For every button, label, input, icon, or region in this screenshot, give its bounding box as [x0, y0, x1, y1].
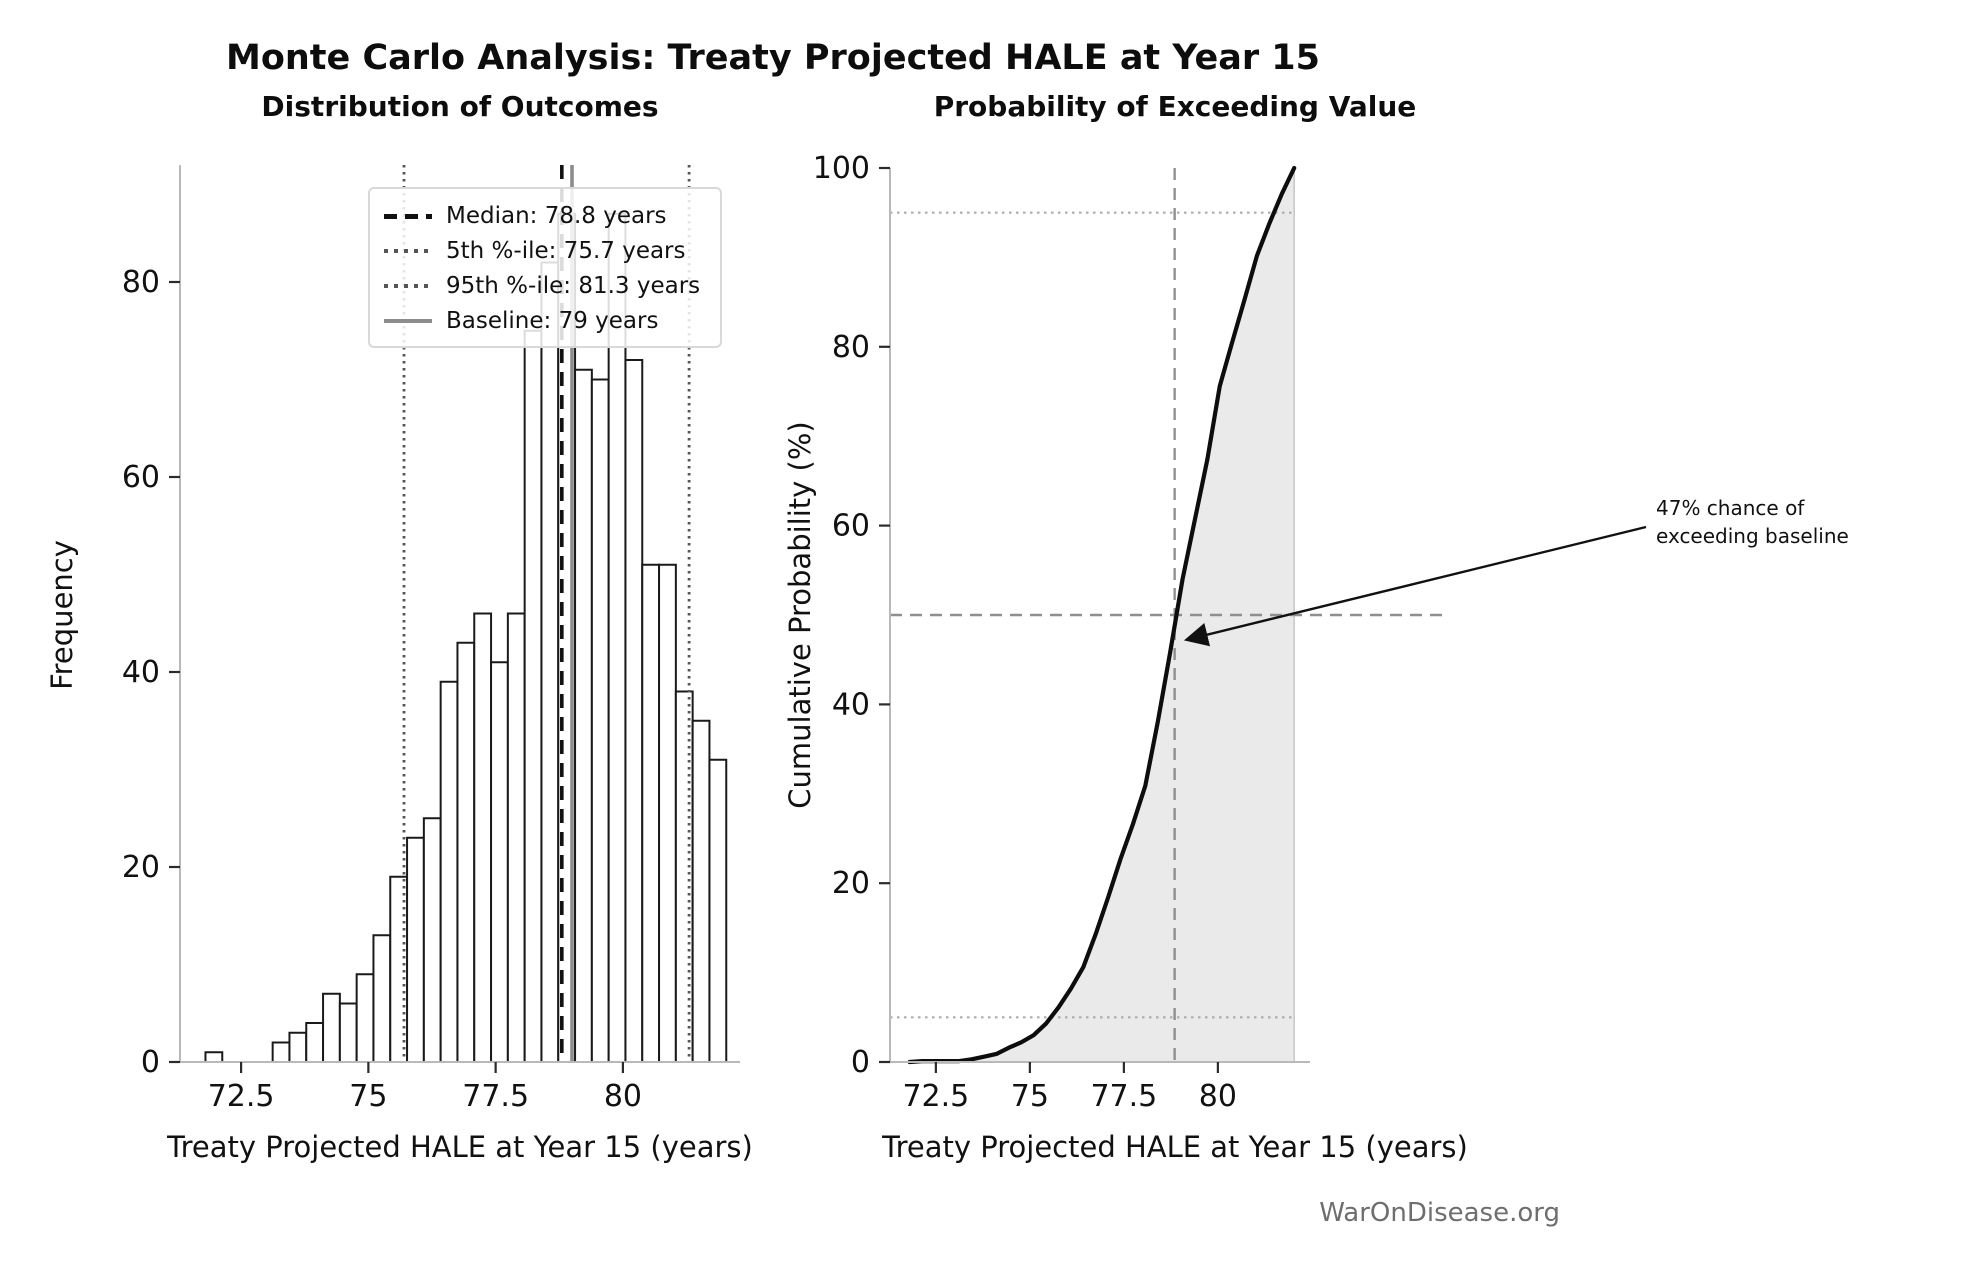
svg-text:60: 60 [122, 460, 160, 495]
baseline-line-swatch-icon [384, 319, 432, 323]
svg-text:77.5: 77.5 [1090, 1079, 1157, 1114]
annotation-line-2: exceeding baseline [1656, 524, 1849, 548]
histogram-title: Distribution of Outcomes [261, 90, 659, 123]
legend-label-median: Median: 78.8 years [446, 203, 667, 229]
cdf-xlabel: Treaty Projected HALE at Year 15 (years) [882, 1130, 1468, 1164]
legend-item-95th-percentile: 95th %-ile: 81.3 years [384, 273, 704, 299]
svg-text:40: 40 [122, 655, 160, 690]
legend-label-baseline: Baseline: 79 years [446, 308, 659, 334]
svg-text:100: 100 [813, 151, 870, 186]
svg-text:40: 40 [832, 687, 870, 722]
cdf-title: Probability of Exceeding Value [933, 90, 1417, 123]
histogram-xlabel: Treaty Projected HALE at Year 15 (years) [167, 1130, 753, 1164]
legend-item-5th-percentile: 5th %-ile: 75.7 years [384, 238, 704, 264]
exceed-baseline-annotation: 47% chance of exceeding baseline [1656, 494, 1849, 550]
svg-text:20: 20 [122, 850, 160, 885]
svg-text:0: 0 [851, 1045, 870, 1080]
svg-text:72.5: 72.5 [902, 1079, 969, 1114]
svg-text:75: 75 [1011, 1079, 1049, 1114]
annotation-line-1: 47% chance of [1656, 496, 1805, 520]
watermark: WarOnDisease.org [1319, 1198, 1560, 1228]
svg-text:60: 60 [832, 509, 870, 544]
svg-text:80: 80 [604, 1079, 642, 1114]
histogram-plot: 72.5 75 77.5 80 0 20 40 60 80 [122, 165, 740, 1114]
svg-text:72.5: 72.5 [208, 1079, 275, 1114]
median-line-swatch-icon [384, 213, 432, 219]
legend-label-5th-percentile: 5th %-ile: 75.7 years [446, 238, 686, 264]
legend-item-baseline: Baseline: 79 years [384, 308, 704, 334]
svg-text:75: 75 [349, 1079, 387, 1114]
svg-text:20: 20 [832, 866, 870, 901]
cdf-ylabel: Cumulative Probability (%) [783, 421, 817, 809]
legend-label-95th-percentile: 95th %-ile: 81.3 years [446, 273, 701, 299]
svg-text:77.5: 77.5 [462, 1079, 529, 1114]
svg-text:0: 0 [141, 1045, 160, 1080]
figure-title: Monte Carlo Analysis: Treaty Projected H… [226, 38, 1320, 78]
percentile95-line-swatch-icon [384, 284, 432, 288]
legend-item-median: Median: 78.8 years [384, 203, 704, 229]
svg-text:80: 80 [832, 330, 870, 365]
histogram-ylabel: Frequency [45, 540, 79, 690]
cdf-plot: 72.5 75 77.5 80 0 20 40 60 80 100 [813, 151, 1647, 1114]
percentile5-line-swatch-icon [384, 249, 432, 253]
histogram-legend: Median: 78.8 years 5th %-ile: 75.7 years… [368, 187, 722, 348]
svg-text:80: 80 [122, 265, 160, 300]
svg-text:80: 80 [1199, 1079, 1237, 1114]
